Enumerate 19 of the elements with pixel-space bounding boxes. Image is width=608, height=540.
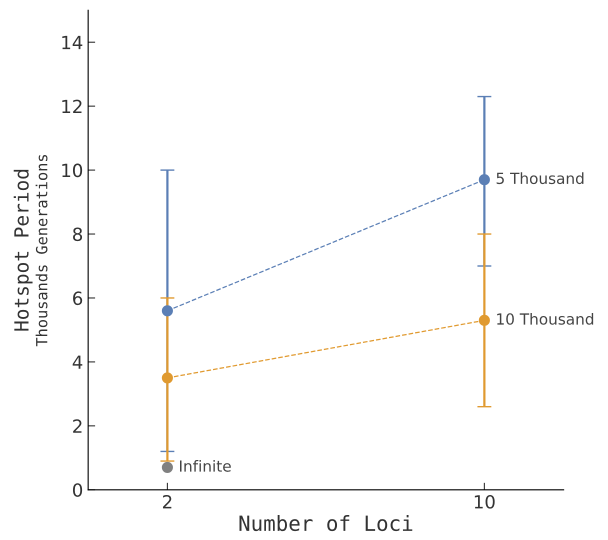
series-label: 10 Thousand	[497, 312, 594, 325]
text: Thousands Generations	[36, 154, 48, 346]
y-tick-label: 8	[73, 227, 82, 242]
point	[162, 372, 173, 384]
y-tick-label: 6	[73, 291, 82, 306]
y-tick-label: 10	[62, 164, 82, 178]
point	[162, 305, 173, 316]
point	[478, 174, 490, 186]
y-tick-label: 0	[73, 483, 82, 497]
y-tick-label: 2	[73, 419, 82, 433]
series-label: Infinite	[180, 460, 231, 472]
y-tick-label: 14	[62, 36, 82, 50]
x-axis-title: Number of Loci	[240, 515, 412, 532]
y-axis-title: Hotspot Period	[14, 170, 33, 331]
y-tick-label: 4	[72, 356, 82, 369]
point	[162, 462, 173, 473]
point	[478, 314, 490, 326]
y-tick-label: 12	[62, 100, 82, 114]
series-label: 5 Thousand	[496, 172, 584, 184]
